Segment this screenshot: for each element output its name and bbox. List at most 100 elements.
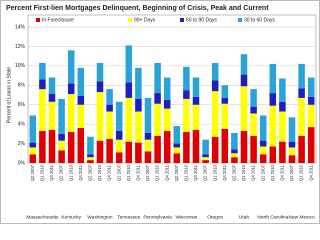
bar-segment xyxy=(259,146,267,155)
bar-segment xyxy=(115,130,123,140)
bar-segment xyxy=(58,140,65,151)
legend-swatch xyxy=(180,18,184,22)
bar-segment xyxy=(106,89,113,105)
bar-segment xyxy=(240,86,248,131)
x-tick-label: Q4 2011 xyxy=(107,164,112,180)
x-tick-label: Q2 2007 xyxy=(289,164,294,181)
legend-label: In Foreclosure xyxy=(42,18,74,24)
bar-segment xyxy=(231,153,238,158)
bar-segment xyxy=(250,113,257,136)
x-tick-label: Q1 2010 xyxy=(97,164,102,181)
bar-segment xyxy=(96,81,104,93)
bar-segment xyxy=(29,147,37,155)
bar-segment xyxy=(154,62,161,94)
bar-segment xyxy=(279,78,286,102)
bar-segment xyxy=(221,103,229,130)
bar-segment xyxy=(154,135,161,163)
bar-segment xyxy=(288,147,296,156)
bar-segment xyxy=(135,111,142,143)
bar-segment xyxy=(288,117,296,142)
x-tick-label: Q2 2007 xyxy=(145,164,150,181)
bar-segment xyxy=(125,97,133,142)
bar-segment xyxy=(202,139,209,155)
group-label: Kentucky xyxy=(61,214,81,220)
group-label: Oregon xyxy=(207,214,223,220)
y-tick-label: 12% xyxy=(15,44,26,50)
bar-segment xyxy=(307,77,315,97)
legend-swatch xyxy=(36,18,40,22)
bar-segment xyxy=(29,115,37,143)
bar-segment xyxy=(96,62,104,82)
bar-segment xyxy=(279,141,286,163)
bar-segment xyxy=(87,154,94,158)
bar-segment xyxy=(221,97,229,104)
bar-segment xyxy=(298,88,305,98)
x-tick-label: Q2 2007 xyxy=(30,164,35,181)
plot-area xyxy=(27,14,317,164)
bar-segment xyxy=(48,101,56,130)
bar-segment xyxy=(183,98,190,132)
bar-segment xyxy=(67,50,75,84)
x-tick-label: Q4 2011 xyxy=(222,164,227,180)
bar-segment xyxy=(144,139,152,152)
bar-segment xyxy=(259,140,267,147)
bar-segment xyxy=(192,104,200,130)
bar-segment xyxy=(115,101,123,131)
bar-segment xyxy=(250,106,257,114)
bar-segment xyxy=(48,94,56,102)
chart-title: Percent First-lien Mortgages Delinquent,… xyxy=(6,5,269,12)
x-tick-label: Q4 2011 xyxy=(49,164,54,180)
bar-segment xyxy=(67,131,75,163)
group-label: Utah xyxy=(239,214,249,220)
bar-segment xyxy=(154,93,161,104)
bar-segment xyxy=(48,77,56,95)
bar-segment xyxy=(250,89,257,107)
x-tick-label: Q4 2011 xyxy=(280,164,285,180)
y-tick-label: 8% xyxy=(18,83,26,89)
x-tick-label: Q4 2011 xyxy=(136,164,141,180)
bar-segment xyxy=(211,91,219,137)
bar-segment xyxy=(288,141,296,148)
bar-segment xyxy=(298,97,305,136)
bar-segment xyxy=(135,142,142,163)
bar-segment xyxy=(106,138,113,163)
x-tick-label: Q4 2011 xyxy=(78,164,83,180)
bar-segment xyxy=(183,90,190,99)
x-tick-label: Q4 2011 xyxy=(193,164,198,180)
bar-segment xyxy=(125,82,133,98)
bar-segment xyxy=(115,152,123,163)
bar-segment xyxy=(67,94,75,132)
bar-segment xyxy=(144,132,152,140)
bar-segment xyxy=(58,133,65,141)
bar-segment xyxy=(48,129,56,163)
bar-segment xyxy=(211,136,219,163)
bar-segment xyxy=(259,115,267,141)
bar-segment xyxy=(221,129,229,163)
x-tick-label: Q2 2007 xyxy=(174,164,179,181)
bar-segment xyxy=(288,155,296,163)
bar-segment xyxy=(87,136,94,155)
bar-segment xyxy=(231,149,238,154)
group-label: Pennsylvania xyxy=(143,214,172,220)
x-tick-label: Q4 2011 xyxy=(251,164,256,180)
bar-segment xyxy=(269,93,277,106)
bar-segment xyxy=(269,63,277,94)
bar-segment xyxy=(240,130,248,163)
group-label: North Carolina xyxy=(257,214,288,220)
y-tick-label: 14% xyxy=(15,24,26,30)
bar-segment xyxy=(125,45,133,83)
bar-segment xyxy=(183,66,190,91)
bar-segment xyxy=(77,104,85,129)
bar-segment xyxy=(163,108,171,131)
x-tick-label: Q2 2007 xyxy=(260,164,265,181)
bar-segment xyxy=(183,131,190,163)
bar-segment xyxy=(192,77,200,97)
x-tick-label: Q1 2010 xyxy=(155,164,160,181)
bar-segment xyxy=(298,63,305,89)
group-label: New Mexico xyxy=(289,214,315,220)
bar-segment xyxy=(211,80,219,92)
bar-segment xyxy=(58,150,65,163)
x-tick-label: Q1 2010 xyxy=(184,164,189,181)
legend-swatch xyxy=(128,18,132,22)
x-tick-label: Q1 2010 xyxy=(212,164,217,181)
